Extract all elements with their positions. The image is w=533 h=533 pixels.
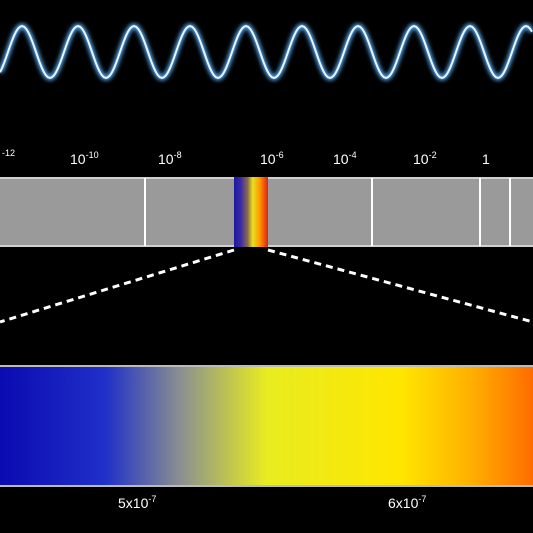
scale-label: 10-2 (413, 150, 437, 167)
zoom-lines (0, 248, 533, 324)
wave (0, 23, 533, 81)
wavelength-label: 6x10-7 (388, 494, 426, 511)
visible-spectrum (0, 365, 533, 487)
visible-band (234, 177, 268, 247)
scale-labels: -12 10-10 10-8 10-6 10-4 10-2 1 (2, 148, 490, 167)
scale-label: 1 (482, 151, 490, 167)
scale-label: 10-6 (260, 150, 284, 167)
wavelength-label: 5x10-7 (118, 494, 156, 511)
scale-label: 10-8 (158, 150, 182, 167)
spectrum-bar (0, 177, 533, 247)
scale-label: -12 (2, 148, 15, 158)
scale-label: 10-4 (333, 150, 357, 167)
scale-label: 10-10 (70, 150, 99, 167)
